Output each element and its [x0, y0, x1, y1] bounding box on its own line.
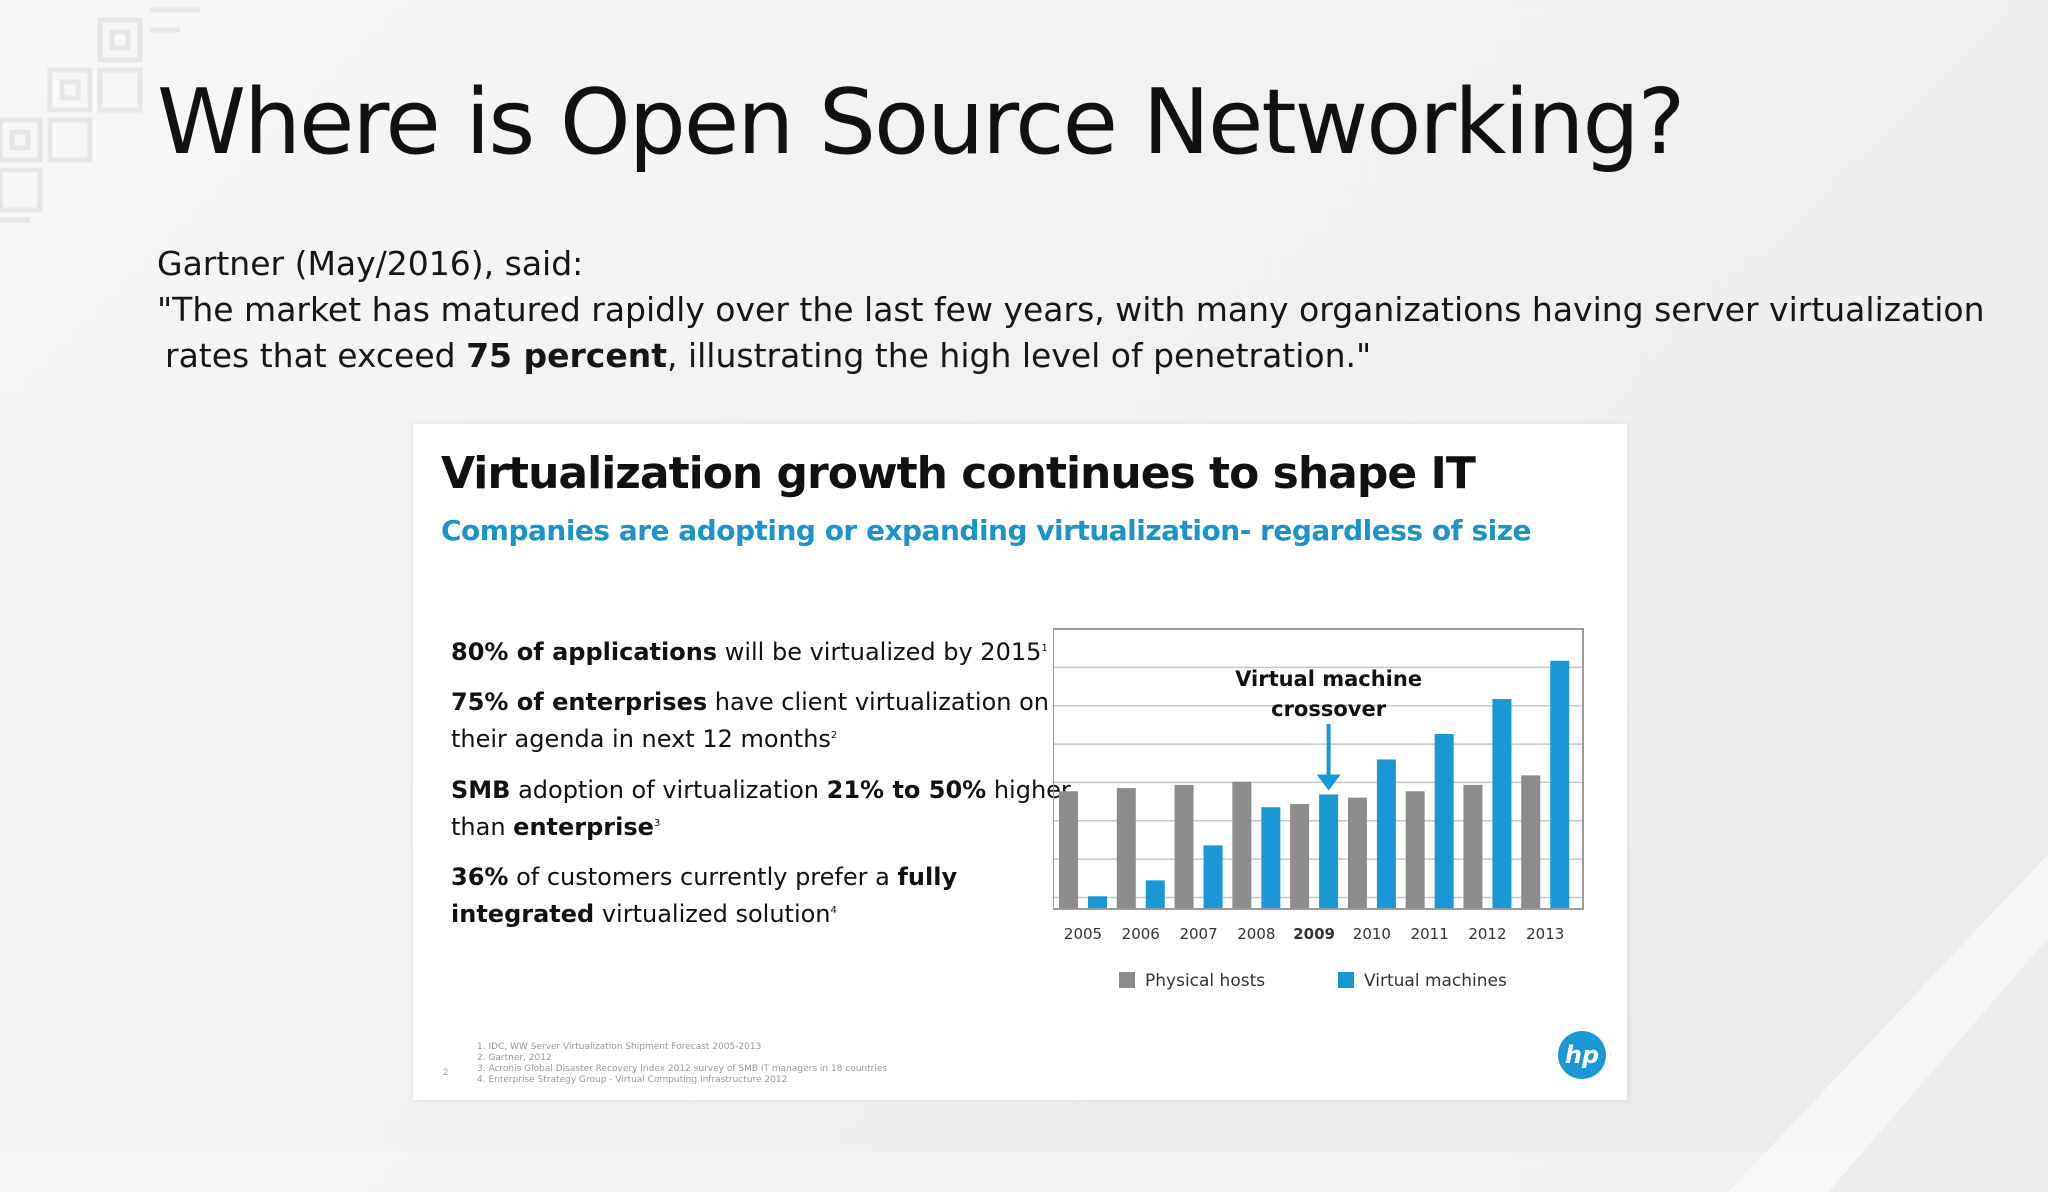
bar-virtual-2009 — [1319, 794, 1339, 909]
stat-bold-2: fully — [897, 863, 958, 891]
bar-physical-2010 — [1347, 797, 1367, 909]
stat-bold: 80% of applications — [451, 638, 718, 666]
x-tick-label: 2006 — [1122, 925, 1160, 943]
bar-physical-2006 — [1116, 788, 1136, 909]
chart-frame — [1053, 628, 1584, 910]
footnote-ref: 2 — [830, 730, 838, 741]
stat-text: will be virtualized by 2015 — [717, 638, 1042, 666]
x-tick-label: 2005 — [1064, 925, 1102, 943]
x-tick-label: 2008 — [1237, 925, 1275, 943]
stat-text-line2: virtualized solution — [594, 900, 831, 928]
x-tick-label: 2012 — [1468, 925, 1506, 943]
x-tick-label: 2010 — [1353, 925, 1391, 943]
stat-bold: SMB — [451, 776, 511, 804]
legend-label-physical: Physical hosts — [1145, 971, 1265, 991]
stat-bold: 36% — [451, 863, 509, 891]
bar-virtual-2005 — [1088, 896, 1107, 909]
crossover-arrow — [1316, 724, 1341, 791]
quote-intro: Gartner (May/2016), said: — [157, 244, 584, 283]
bar-physical-2005 — [1059, 791, 1078, 909]
legend-swatch-virtual — [1338, 972, 1354, 988]
chart-x-ticks: 2005 2006 2007 2008 2009 2010 2011 2012 2013 — [1064, 925, 1564, 943]
chart-bars — [1059, 660, 1570, 909]
x-tick-label: 2013 — [1526, 925, 1564, 943]
stat-bold-line2: integrated — [451, 900, 595, 928]
bar-virtual-2013 — [1550, 660, 1570, 909]
stat-text: of customers currently prefer a — [508, 863, 898, 891]
footnote-4: 4. Enterprise Strategy Group - Virtual C… — [477, 1075, 788, 1085]
infographic-panel: Virtualization growth continues to shape… — [413, 424, 1627, 1100]
x-tick-label: 2009 — [1293, 925, 1335, 943]
quote-highlight: 75 percent — [466, 336, 667, 375]
x-tick-label: 2011 — [1411, 925, 1449, 943]
stat-bold-2: 21% to 50% — [826, 776, 987, 804]
bar-virtual-2007 — [1203, 845, 1223, 909]
slide-title: Where is Open Source Networking? — [157, 70, 1685, 175]
footnotes: 1. IDC, WW Server Virtualization Shipmen… — [477, 1042, 887, 1086]
footnote-ref: 4 — [830, 905, 837, 916]
stat-text: adoption of virtualization — [510, 776, 827, 804]
quote-line-2-pre: rates that exceed — [165, 336, 467, 375]
stat-customers: 36% of customers currently prefer a full… — [451, 861, 957, 931]
bar-physical-2008 — [1232, 781, 1252, 909]
bar-virtual-2012 — [1492, 699, 1512, 909]
stat-text: have client virtualization on — [707, 688, 1050, 716]
stat-bold-line2: enterprise — [513, 813, 654, 841]
stat-enterprises: 75% of enterprises have client virtualiz… — [451, 686, 1049, 756]
footnote-ref: 1 — [1041, 643, 1048, 654]
panel-title: Virtualization growth continues to shape… — [441, 448, 1476, 499]
stat-smb: SMB adoption of virtualization 21% to 50… — [451, 774, 1071, 844]
stat-bold: 75% of enterprises — [451, 688, 708, 716]
bar-physical-2011 — [1405, 791, 1425, 909]
bar-physical-2009 — [1290, 804, 1310, 909]
bar-physical-2012 — [1463, 784, 1483, 909]
panel-subtitle: Companies are adopting or expanding virt… — [441, 514, 1532, 547]
background-diagonal-decoration — [1728, 854, 2048, 1192]
quote-line-1: "The market has matured rapidly over the… — [157, 290, 1985, 329]
bar-physical-2013 — [1521, 775, 1541, 909]
footnote-3: 3. Acronis Global Disaster Recovery Inde… — [477, 1064, 888, 1074]
bar-virtual-2010 — [1376, 759, 1396, 909]
stat-text-line2: their agenda in next 12 months — [451, 725, 831, 753]
annotation-line-1: Virtual machine — [1235, 667, 1422, 691]
legend-swatch-physical — [1119, 972, 1135, 988]
bar-virtual-2006 — [1145, 880, 1165, 909]
x-tick-label: 2007 — [1179, 925, 1217, 943]
virtualization-bar-chart: 2005 2006 2007 2008 2009 2010 2011 2012 2013 Vir… — [1053, 628, 1584, 991]
stat-text-line2: than — [451, 813, 514, 841]
page-number: 2 — [443, 1067, 449, 1077]
footnote-1: 1. IDC, WW Server Virtualization Shipmen… — [477, 1042, 762, 1052]
quote-line-2-post: , illustrating the high level of penetra… — [666, 336, 1372, 375]
bar-physical-2007 — [1174, 784, 1194, 909]
legend-label-virtual: Virtual machines — [1364, 971, 1507, 991]
footnote-2: 2. Gartner, 2012 — [477, 1053, 552, 1063]
quote-line-2: rates that exceed 75 percent, illustrati… — [165, 336, 1371, 375]
annotation-line-2: crossover — [1271, 697, 1387, 721]
stat-text-2: higher — [986, 776, 1071, 804]
arrow-head — [1316, 774, 1341, 791]
footnote-ref: 3 — [653, 818, 661, 829]
corner-pattern-decoration — [0, 7, 200, 223]
bar-virtual-2011 — [1434, 734, 1454, 909]
hp-logo-text: hp — [1565, 1041, 1599, 1069]
hp-logo: hp — [1558, 1031, 1606, 1079]
bar-virtual-2008 — [1261, 807, 1281, 909]
stat-applications: 80% of applications will be virtualized … — [451, 632, 1048, 669]
